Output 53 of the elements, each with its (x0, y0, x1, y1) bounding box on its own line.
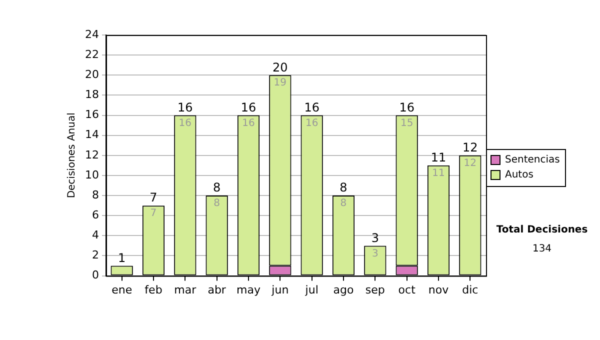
data-label: 16 (178, 118, 192, 129)
legend-label: Autos (505, 170, 534, 181)
x-tick-label: sep (365, 283, 385, 296)
x-tick-label: jul (304, 283, 318, 296)
y-tick-label: 0 (92, 268, 99, 282)
data-label: 11 (432, 168, 445, 180)
total-label: 16 (178, 100, 193, 114)
x-tick-label: may (236, 283, 261, 296)
legend-label: Sentencias (505, 154, 560, 166)
total-label: 16 (399, 100, 414, 114)
x-tick-label: ago (333, 283, 354, 296)
text: Total Decisiones (496, 224, 588, 236)
x-tick-label: feb (144, 283, 162, 296)
y-tick-label: 14 (84, 128, 99, 142)
data-label: 16 (242, 118, 255, 129)
total-label: 16 (304, 100, 320, 114)
y-tick-label: 2 (92, 248, 99, 262)
x-tick-label: dic (462, 283, 478, 296)
data-label: 3 (372, 248, 378, 260)
text: 134 (532, 244, 552, 255)
total-label: 11 (430, 150, 446, 165)
data-label: 16 (305, 118, 318, 129)
data-label: 15 (400, 118, 414, 129)
x-tick-label: oct (398, 283, 416, 296)
total-label: 1 (118, 250, 126, 265)
y-tick-label: 24 (84, 28, 99, 41)
data-label: 19 (274, 78, 287, 89)
y-tick-label: 12 (84, 148, 99, 162)
x-tick-label: jun (270, 283, 289, 296)
total-label: 8 (340, 180, 348, 195)
total-label: 16 (240, 100, 256, 114)
x-tick-label: nov (428, 283, 450, 296)
total-label: 7 (150, 190, 158, 205)
x-tick-label: ene (112, 283, 132, 296)
y-tick-label: 8 (92, 188, 99, 202)
y-tick-label: 10 (84, 168, 99, 182)
data-label: 7 (150, 208, 157, 220)
y-axis-title: Decisiones Anual (66, 112, 78, 198)
y-tick-label: 4 (92, 228, 99, 242)
data-label: 8 (214, 198, 220, 210)
total-label: 20 (272, 60, 288, 74)
y-tick-label: 22 (84, 48, 99, 61)
y-tick-label: 20 (84, 68, 99, 81)
y-tick-label: 18 (84, 88, 99, 102)
y-tick-label: 16 (84, 108, 99, 122)
total-label: 3 (371, 230, 379, 245)
total-label: 8 (213, 180, 221, 195)
total-label: 12 (462, 140, 478, 155)
x-tick-label: mar (174, 283, 197, 296)
data-label: 8 (340, 198, 347, 210)
x-tick-label: abr (208, 283, 226, 296)
y-tick-label: 6 (92, 208, 99, 222)
data-label: 12 (464, 158, 477, 169)
